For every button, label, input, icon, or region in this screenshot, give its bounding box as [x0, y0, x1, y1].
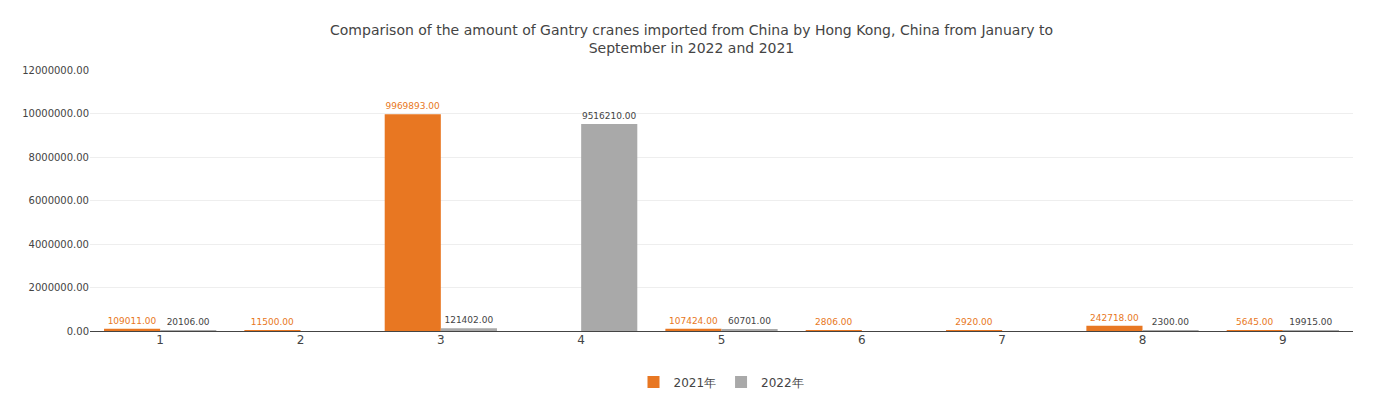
svg-text:2806.00: 2806.00 — [815, 317, 852, 327]
svg-text:1: 1 — [156, 333, 164, 347]
svg-text:5: 5 — [718, 333, 726, 347]
svg-text:2022年: 2022年 — [761, 376, 804, 390]
svg-text:107424.00: 107424.00 — [669, 316, 718, 326]
svg-text:2000000.00: 2000000.00 — [29, 282, 89, 293]
svg-text:20106.00: 20106.00 — [167, 317, 210, 327]
svg-text:9969893.00: 9969893.00 — [385, 101, 440, 111]
svg-text:242718.00: 242718.00 — [1090, 313, 1139, 323]
svg-text:2021年: 2021年 — [674, 376, 717, 390]
svg-text:8: 8 — [1139, 333, 1147, 347]
svg-text:4: 4 — [577, 333, 585, 347]
svg-text:19915.00: 19915.00 — [1289, 317, 1332, 327]
svg-text:3: 3 — [437, 333, 445, 347]
svg-text:12000000.00: 12000000.00 — [22, 65, 89, 76]
svg-text:9: 9 — [1279, 333, 1287, 347]
svg-text:5645.00: 5645.00 — [1236, 317, 1273, 327]
svg-text:2920.00: 2920.00 — [955, 317, 992, 327]
svg-text:60701.00: 60701.00 — [728, 316, 771, 326]
svg-text:4000000.00: 4000000.00 — [29, 239, 89, 250]
svg-text:7: 7 — [998, 333, 1006, 347]
svg-text:9516210.00: 9516210.00 — [582, 111, 637, 121]
svg-text:6000000.00: 6000000.00 — [29, 195, 89, 206]
svg-text:10000000.00: 10000000.00 — [22, 108, 89, 119]
svg-text:8000000.00: 8000000.00 — [29, 152, 89, 163]
svg-text:6: 6 — [858, 333, 866, 347]
svg-text:121402.00: 121402.00 — [444, 315, 493, 325]
svg-text:11500.00: 11500.00 — [251, 317, 294, 327]
svg-text:109011.00: 109011.00 — [108, 316, 157, 326]
svg-text:2300.00: 2300.00 — [1152, 317, 1189, 327]
svg-text:0.00: 0.00 — [67, 326, 89, 337]
svg-text:2: 2 — [297, 333, 305, 347]
svg-text:Comparison of the amount of Ga: Comparison of the amount of Gantry crane… — [330, 22, 1053, 56]
